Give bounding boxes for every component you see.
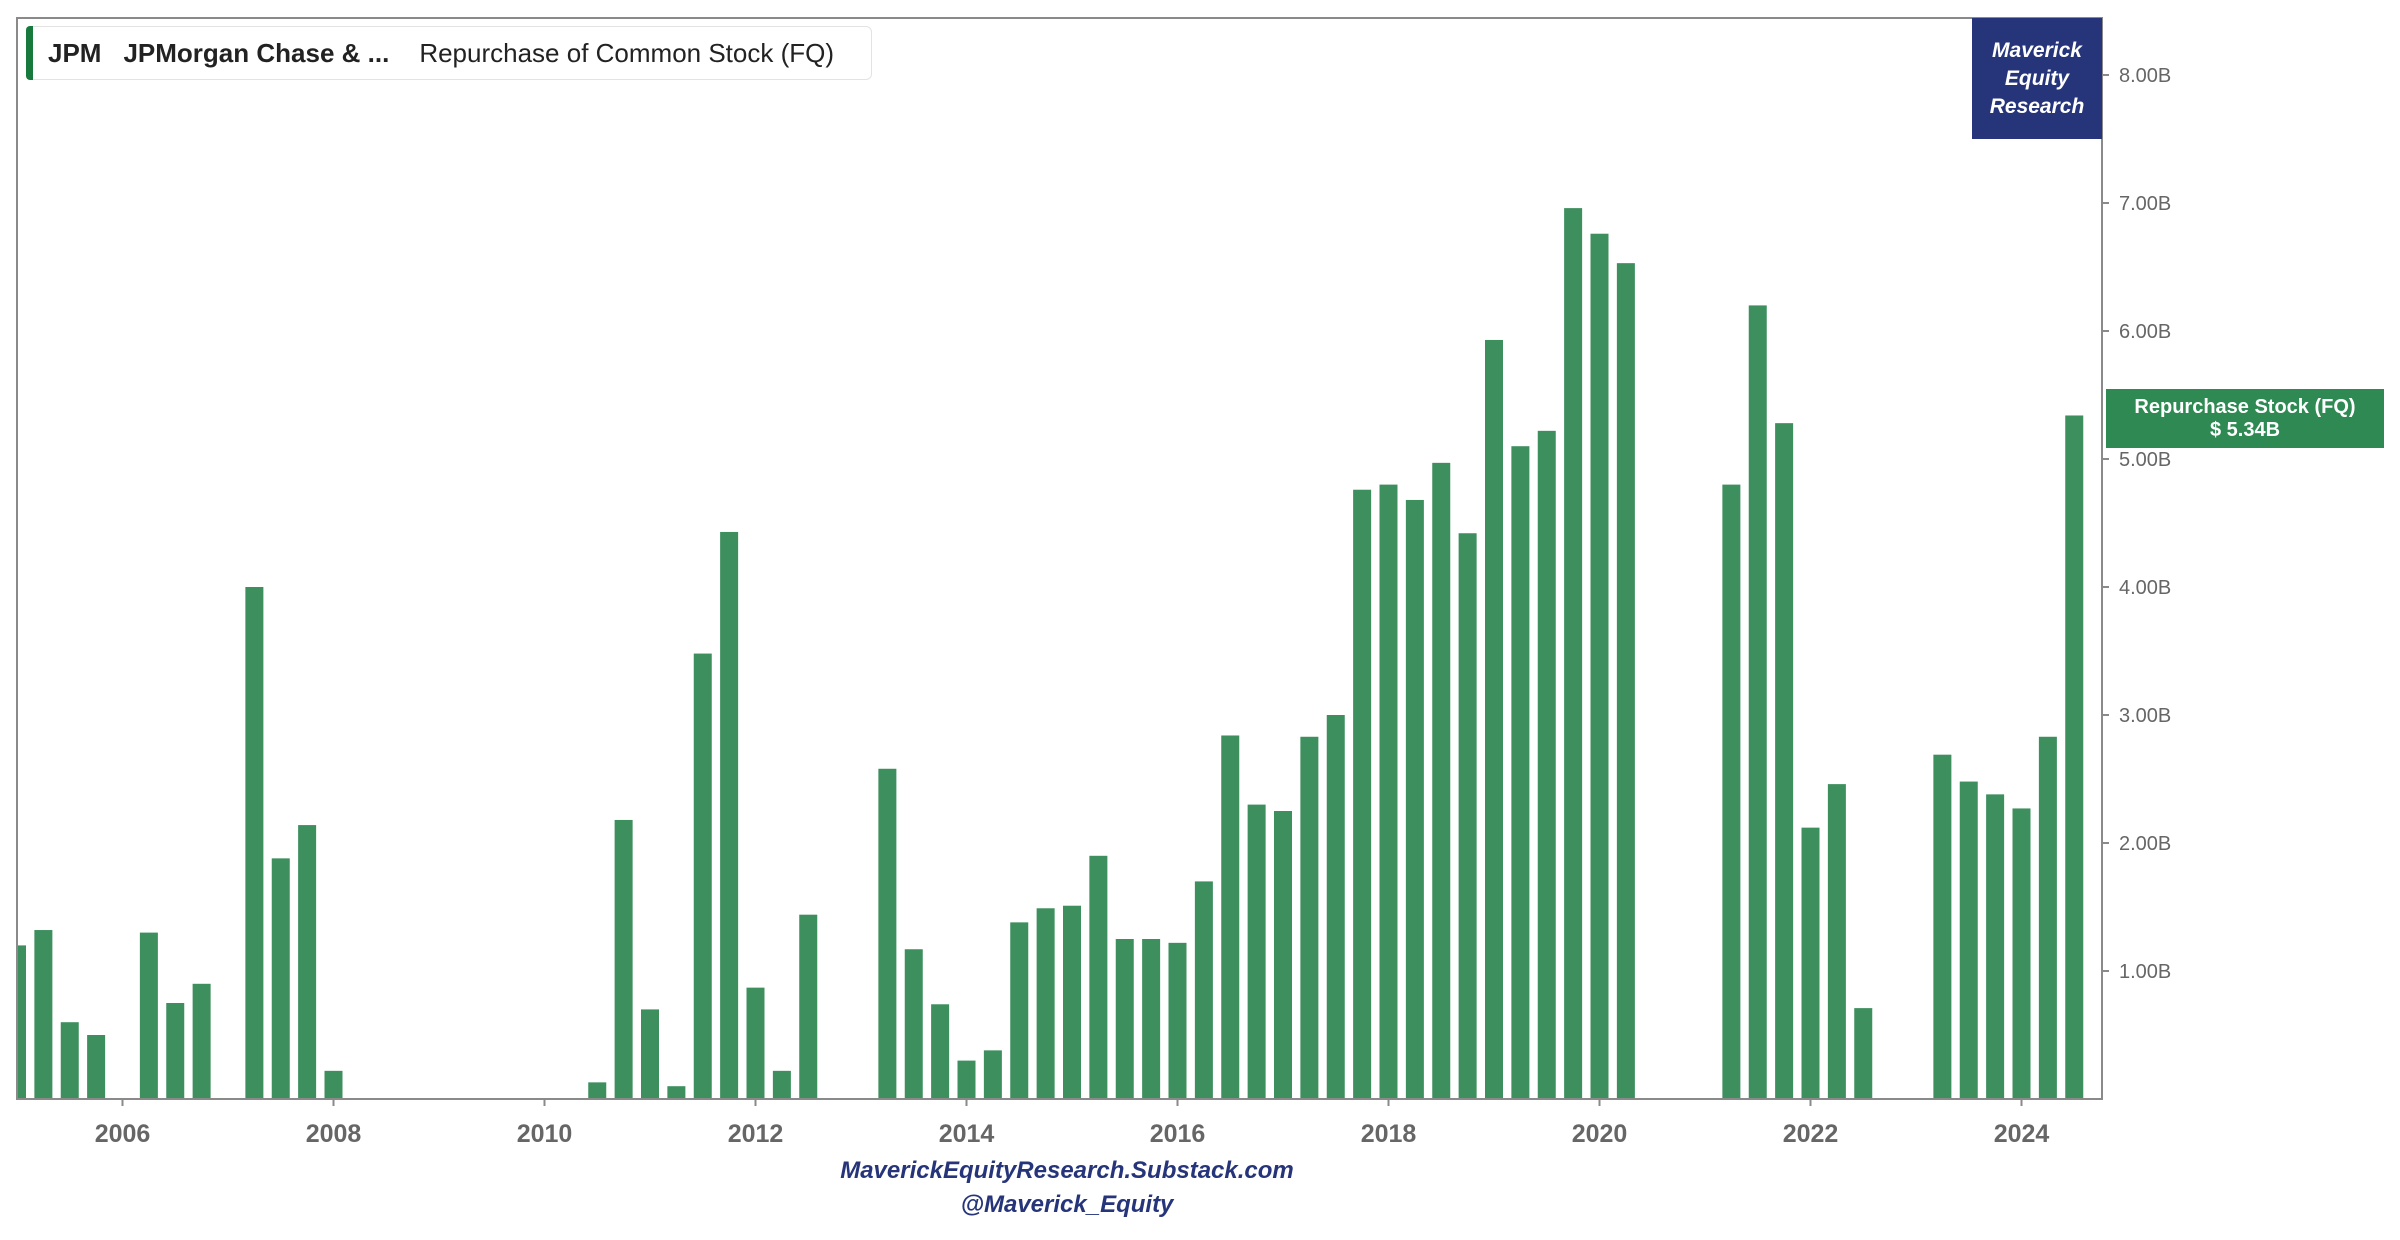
- x-tick-label: 2018: [1361, 1120, 1417, 1148]
- bar: [931, 1004, 950, 1099]
- bar: [1458, 533, 1477, 1099]
- y-tick-label: 8.00B: [2119, 65, 2171, 87]
- bar: [772, 1070, 791, 1099]
- y-tick-label: 7.00B: [2119, 193, 2171, 215]
- legend-metric: Repurchase of Common Stock (FQ): [419, 37, 835, 68]
- x-tick-label: 2008: [306, 1120, 362, 1148]
- callout-value: $ 5.34B: [2209, 418, 2281, 441]
- bar: [904, 949, 923, 1099]
- legend-ticker: JPM: [48, 37, 102, 68]
- bar: [693, 653, 712, 1099]
- bar: [588, 1082, 607, 1099]
- bar: [746, 987, 765, 1099]
- bar: [1010, 922, 1029, 1099]
- brand-line-3: Research: [1989, 94, 2085, 118]
- last-value-callout: Repurchase Stock (FQ) $ 5.34B: [2106, 389, 2384, 448]
- x-tick-label: 2024: [1994, 1120, 2050, 1148]
- x-tick-label: 2006: [95, 1120, 151, 1148]
- bars-layer: [17, 208, 2084, 1100]
- bar: [245, 587, 264, 1099]
- y-tick-label: 2.00B: [2119, 833, 2171, 855]
- y-tick-label: 4.00B: [2119, 577, 2171, 599]
- bar: [1115, 939, 1134, 1099]
- bar: [271, 858, 290, 1099]
- x-tick-label: 2014: [939, 1120, 995, 1148]
- bar: [324, 1070, 343, 1099]
- bar: [1274, 811, 1292, 1099]
- bar: [2038, 736, 2057, 1099]
- bar: [1221, 735, 1240, 1099]
- bar: [1827, 784, 1846, 1099]
- bar: [1063, 905, 1081, 1099]
- bar: [1300, 736, 1319, 1099]
- bar: [192, 983, 211, 1099]
- bar: [1405, 499, 1424, 1100]
- x-tick-label: 2020: [1572, 1120, 1628, 1148]
- bar: [1616, 263, 1635, 1099]
- footer-substack: MaverickEquityResearch.Substack.com: [840, 1157, 1294, 1184]
- bar: [60, 1022, 79, 1099]
- bar: [641, 1009, 659, 1099]
- bar: [2065, 415, 2084, 1100]
- bar: [87, 1035, 106, 1099]
- bar: [1959, 781, 1978, 1099]
- bar: [1722, 484, 1741, 1100]
- bar: [17, 945, 26, 1099]
- bar: [1089, 855, 1108, 1099]
- footer-handle: @Maverick_Equity: [960, 1191, 1174, 1218]
- legend: JPM JPMorgan Chase & ... Repurchase of C…: [26, 26, 872, 80]
- plot-frame: [16, 17, 2103, 1100]
- bar: [34, 930, 53, 1099]
- x-tick-label: 2012: [728, 1120, 784, 1148]
- brand-logo: Maverick Equity Research: [1972, 18, 2102, 139]
- y-tick-label: 6.00B: [2119, 321, 2171, 343]
- bar: [667, 1086, 686, 1099]
- bar: [1933, 754, 1952, 1099]
- bar: [799, 914, 818, 1099]
- bar: [1590, 233, 1609, 1100]
- bar: [1564, 208, 1583, 1099]
- brand-line-1: Maverick: [1992, 38, 2082, 62]
- y-tick-label: 3.00B: [2119, 705, 2171, 727]
- bar: [1326, 715, 1345, 1099]
- bar: [1432, 462, 1451, 1100]
- bar: [720, 531, 739, 1099]
- x-tick-label: 2010: [517, 1120, 573, 1148]
- bar: [1775, 423, 1794, 1099]
- bar: [983, 1050, 1002, 1099]
- bar: [1986, 794, 2005, 1099]
- y-tick-label: 5.00B: [2119, 449, 2171, 471]
- brand-line-2: Equity: [2004, 66, 2070, 90]
- callout-label: Repurchase Stock (FQ): [2134, 395, 2356, 418]
- bar: [139, 932, 158, 1099]
- bar: [166, 1003, 185, 1099]
- bar: [1036, 908, 1055, 1099]
- x-axis: 2006 2008 2010 2012 2014 2016 2018 2020 2022 2024: [95, 1099, 2050, 1148]
- bar: [1537, 430, 1556, 1100]
- bar: [1511, 446, 1530, 1099]
- bar: [1485, 339, 1503, 1100]
- x-tick-label: 2022: [1783, 1120, 1839, 1148]
- legend-company: JPMorgan Chase & ...: [123, 37, 390, 68]
- bar: [1142, 939, 1161, 1099]
- bar: [1854, 1008, 1873, 1099]
- bar: [1748, 305, 1767, 1099]
- bar: [298, 825, 317, 1099]
- legend-swatch: [26, 26, 33, 80]
- y-tick-label: 1.00B: [2119, 961, 2171, 983]
- x-tick-label: 2016: [1150, 1120, 1206, 1148]
- bar: [1379, 484, 1398, 1100]
- bar: [614, 819, 633, 1099]
- bar: [1353, 489, 1372, 1100]
- y-axis: 1.00B 2.00B 3.00B 4.00B 5.00B 6.00B 7.00B 8.00B: [2102, 65, 2171, 983]
- bar: [1194, 881, 1213, 1099]
- bar: [957, 1060, 976, 1099]
- bar: [2012, 808, 2031, 1099]
- bar: [1801, 827, 1820, 1099]
- bar: [1247, 804, 1266, 1099]
- bar: [1168, 942, 1187, 1099]
- bar: [878, 768, 897, 1099]
